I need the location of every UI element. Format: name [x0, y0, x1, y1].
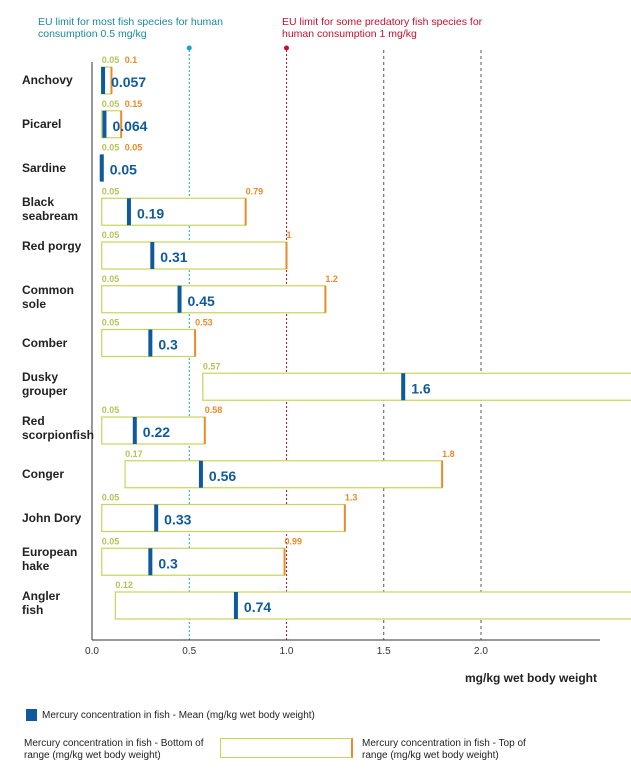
mean-marker — [126, 198, 131, 226]
mean-value-label: 0.3 — [158, 555, 178, 571]
range-bottom-label: 0.12 — [115, 580, 133, 590]
x-tick-label: 1.5 — [377, 646, 391, 657]
range-top-label: 0.99 — [285, 536, 303, 546]
range-top-label: 1.2 — [325, 274, 338, 284]
mean-value-label: 0.057 — [111, 74, 146, 90]
fish-name-label: Sardine — [22, 160, 67, 175]
range-box — [101, 241, 288, 270]
mean-value-label: 0.33 — [164, 512, 191, 528]
mean-marker — [148, 548, 153, 576]
fish-name-label: Red porgy — [22, 239, 82, 253]
legend-range-box — [220, 738, 353, 758]
reference-marker — [186, 45, 192, 51]
range-bottom-label: 0.17 — [125, 449, 143, 459]
fish-name-label: Common sole — [22, 282, 74, 311]
fish-name-label: Dusky grouper — [22, 370, 68, 399]
mean-marker — [99, 154, 104, 182]
legend-mean-label: Mercury concentration in fish - Mean (mg… — [42, 710, 315, 721]
fish-name-label: Comber — [22, 335, 68, 350]
mean-value-label: 0.74 — [244, 599, 271, 615]
mean-marker — [148, 329, 153, 357]
mercury-range-chart: 0.00.51.01.52.03.00.050.10.0570.050.150.… — [85, 45, 631, 657]
eu-limit-most-note: EU limit for most fish species for human… — [38, 16, 223, 40]
fish-name-label: Black seabream — [22, 195, 79, 224]
range-box — [101, 197, 247, 226]
mean-marker — [132, 417, 137, 444]
fish-name-label: John Dory — [22, 510, 82, 525]
legend-bottom-label: Mercury concentration in fish - Bottom o… — [24, 738, 204, 761]
range-bottom-label: 0.57 — [203, 361, 221, 371]
range-box — [124, 460, 443, 489]
mean-value-label: 0.064 — [112, 118, 147, 134]
mean-marker — [401, 373, 406, 401]
mean-value-label: 0.05 — [110, 162, 137, 178]
reference-marker — [284, 45, 289, 51]
range-bottom-label: 0.05 — [102, 186, 120, 196]
mean-marker — [102, 110, 107, 138]
x-axis-label: mg/kg wet body weight — [464, 671, 597, 685]
range-bottom-label: 0.05 — [102, 536, 120, 546]
x-tick-label: 0.5 — [182, 646, 196, 657]
range-bottom-label: 0.05 — [102, 143, 120, 153]
mean-value-label: 0.45 — [188, 293, 215, 309]
mean-value-label: 0.56 — [209, 468, 236, 484]
range-bottom-label: 0.05 — [102, 55, 120, 65]
fish-name-label: Picarel — [22, 116, 62, 131]
fish-name-label: Anchovy — [22, 73, 73, 87]
range-top-label: 1 — [287, 230, 292, 240]
mean-marker — [233, 592, 238, 619]
mean-value-label: 1.6 — [411, 380, 431, 396]
eu-limit-predatory-note: EU limit for some predatory fish species… — [282, 16, 483, 40]
range-box — [202, 372, 631, 401]
range-top-label: 1.3 — [345, 493, 358, 503]
range-bottom-label: 0.05 — [102, 318, 120, 328]
range-box — [114, 591, 631, 620]
range-bottom-label: 0.05 — [102, 230, 120, 240]
mean-value-label: 0.3 — [158, 337, 178, 353]
fish-name-label: Conger — [22, 466, 64, 481]
range-box — [101, 503, 346, 533]
range-top-label: 0.79 — [246, 186, 264, 196]
mean-value-label: 0.31 — [160, 249, 187, 265]
x-tick-label: 2.0 — [474, 646, 488, 657]
range-top-label: 0.1 — [125, 55, 138, 65]
range-bottom-label: 0.05 — [102, 493, 120, 503]
fish-name-label: Angler fish — [22, 589, 61, 617]
fish-name-label: Red scorpionfish — [22, 414, 95, 442]
x-tick-label: 0.0 — [85, 646, 99, 657]
mean-marker — [150, 242, 155, 269]
range-top-label: 0.15 — [125, 99, 143, 109]
legend-top-label: Mercury concentration in fish - Top of r… — [362, 738, 526, 761]
range-box — [101, 547, 286, 576]
range-bottom-label: 0.05 — [102, 99, 120, 109]
mean-value-label: 0.19 — [137, 205, 164, 221]
range-top-label: 0.58 — [205, 405, 223, 415]
mean-marker — [177, 285, 182, 313]
range-top-label: 0.53 — [195, 318, 213, 328]
x-tick-label: 1.0 — [280, 646, 294, 657]
mean-value-label: 0.22 — [143, 424, 170, 440]
mean-marker — [101, 67, 106, 94]
mean-marker — [154, 504, 159, 532]
range-top-label: 0.05 — [125, 143, 143, 153]
range-box — [101, 285, 327, 314]
range-bottom-label: 0.05 — [102, 274, 120, 284]
mean-marker — [198, 460, 203, 488]
range-box — [101, 416, 206, 445]
range-top-label: 1.8 — [442, 449, 455, 459]
legend-mean-swatch — [26, 709, 37, 721]
fish-name-label: European hake — [22, 545, 78, 574]
range-bottom-label: 0.05 — [102, 405, 120, 415]
